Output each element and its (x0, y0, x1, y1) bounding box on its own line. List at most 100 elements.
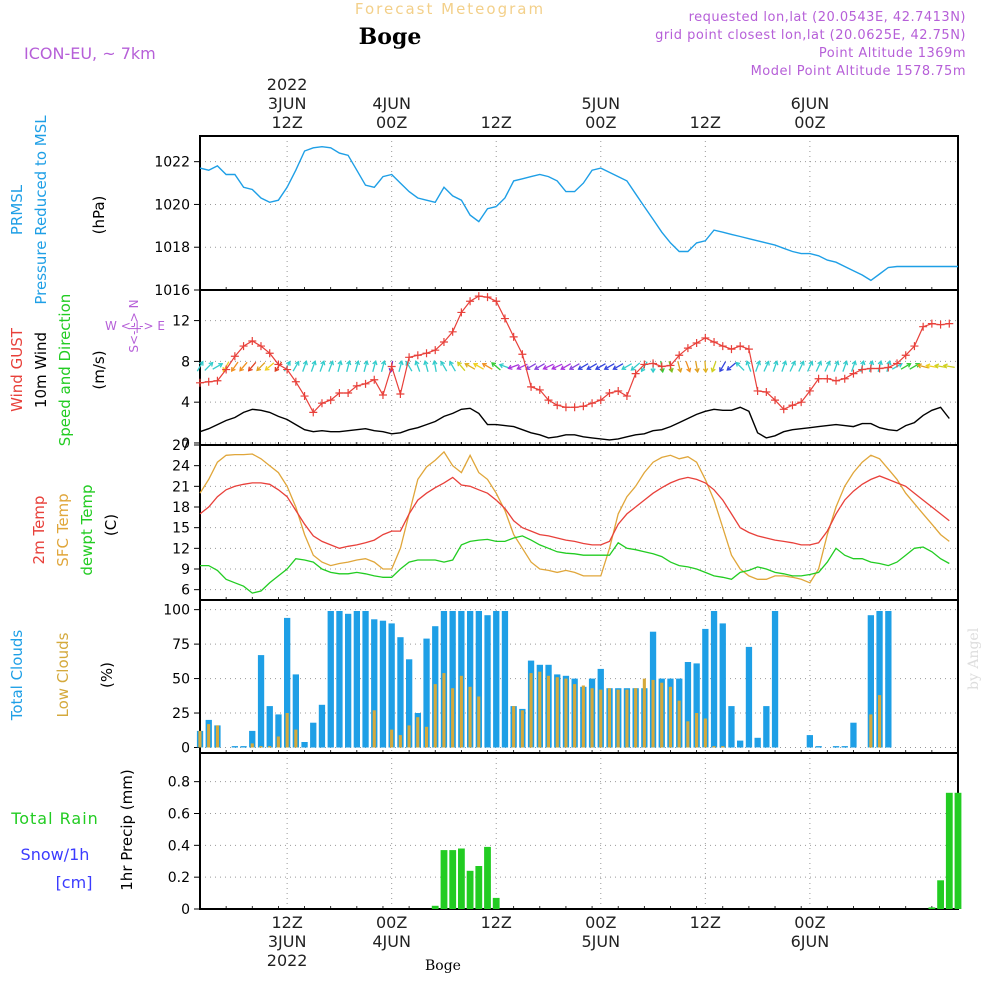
bottom-time-label: 4JUN (372, 932, 411, 951)
bottom-time-label: 3JUN (268, 932, 307, 951)
wind-vector-head (491, 362, 497, 367)
t2m-line (199, 475, 950, 549)
total-cloud-bar (832, 746, 840, 748)
low-cloud-bar (651, 679, 655, 748)
sfc-temp-line (199, 450, 950, 584)
wind-vector-head (311, 360, 317, 366)
wind-vector-head (791, 360, 796, 366)
low-cloud-bar (250, 743, 254, 748)
low-cloud-bar (564, 678, 568, 748)
wind-vector-head (916, 363, 922, 369)
wind-vector (807, 360, 814, 372)
bottom-time-label: 6JUN (791, 932, 830, 951)
wind-vector-head (735, 361, 741, 367)
wind-vector (677, 361, 683, 373)
precip-ytick-label: 0 (181, 902, 190, 918)
gust-point (710, 338, 719, 347)
wind-vector-shaft (508, 363, 520, 370)
wind-vector (612, 363, 624, 371)
gust-point (814, 374, 823, 383)
wind-vector (934, 363, 947, 369)
top-time-label: 12Z (481, 113, 512, 132)
bottom-time-label: 12Z (481, 913, 512, 932)
wind-vector-head (264, 366, 270, 371)
wind-vector-shaft (900, 363, 911, 370)
snow-unit-label: [cm] (56, 873, 93, 892)
wind-vector (472, 362, 484, 370)
total-cloud-bar (763, 706, 770, 748)
gust-point (779, 405, 788, 414)
rain-bar (945, 792, 953, 909)
wind-vector (230, 361, 239, 373)
gust-point (893, 359, 902, 368)
gust-point (457, 308, 466, 317)
wind-vector-shaft (196, 361, 204, 372)
gust-point (823, 374, 832, 383)
gust-point (936, 320, 945, 329)
low-cloud-bar (268, 746, 272, 748)
wind-vector (694, 360, 700, 374)
dewpoint-line (200, 535, 950, 594)
gust-point (919, 322, 928, 331)
gust-point (396, 390, 405, 399)
wind-vector-shaft (212, 363, 223, 370)
low-cloud-bar (616, 689, 620, 748)
wind-vector-head (337, 360, 343, 366)
wind-ytick-label: 8 (181, 354, 190, 370)
low-cloud-bar (538, 671, 542, 748)
wind-vector-head (285, 360, 291, 366)
wind-ytick-label: 0 (181, 436, 190, 452)
wind-vector (525, 363, 537, 371)
wind-vector-shaft (239, 361, 248, 372)
low-cloud-bar (878, 695, 882, 748)
wind-vector (568, 363, 580, 371)
wind-vector-shaft (711, 361, 717, 372)
wind-vector (449, 360, 456, 372)
total-cloud-bar (867, 615, 874, 748)
low-cloud-bar (668, 686, 672, 748)
pressure-ytick-label: 1018 (154, 240, 190, 256)
wind-vector (925, 363, 938, 369)
wind-vector-head (346, 360, 352, 366)
gust-point (884, 363, 893, 372)
gust-point (927, 319, 936, 328)
gust-point (335, 388, 344, 397)
total-cloud-bar (737, 740, 744, 748)
wind-vector-shaft (491, 362, 501, 371)
compass-sn-label: S<-|-> N (127, 299, 141, 352)
gust-point (762, 387, 771, 396)
dewpoint-label: dewpt Temp (78, 484, 96, 575)
wind-vector-head (560, 365, 566, 371)
wind-vector-head (551, 365, 557, 370)
total-cloud-bar (406, 659, 413, 748)
wind-vector-head (630, 366, 636, 371)
top-time-label: 12Z (690, 113, 721, 132)
bottom-time-label: 5JUN (581, 932, 620, 951)
wind-vector-head (481, 362, 487, 368)
gust-point (422, 349, 431, 358)
total-cloud-bar (728, 706, 735, 748)
gust-point (291, 377, 300, 386)
bottom-time-label: 12Z (271, 913, 302, 932)
wind-vector-shaft (372, 361, 377, 372)
gust-point (483, 293, 492, 302)
rain-bar (484, 846, 491, 909)
clouds-ytick-label: 0 (181, 740, 190, 756)
wind-vector-shaft (328, 361, 334, 372)
gust-point (797, 398, 806, 407)
wind-vector (302, 360, 308, 372)
wind-vector-head (320, 360, 326, 366)
precip-unit: 1hr Precip (mm) (118, 769, 136, 890)
wind-vector-head (302, 360, 308, 366)
gust-point (640, 360, 649, 369)
low-cloud-bar (207, 724, 211, 748)
wind-vector-shaft (449, 361, 456, 372)
gust-point (256, 342, 265, 351)
gust-point (579, 402, 588, 411)
rain-bar (475, 866, 483, 909)
gust-point (326, 396, 335, 405)
wind-vector-shaft (824, 361, 831, 372)
wind-vector-shaft (346, 361, 351, 372)
requested-location: requested lon,lat (20.0543E, 42.7413N) (688, 10, 966, 25)
wind-vector-head (603, 365, 609, 371)
